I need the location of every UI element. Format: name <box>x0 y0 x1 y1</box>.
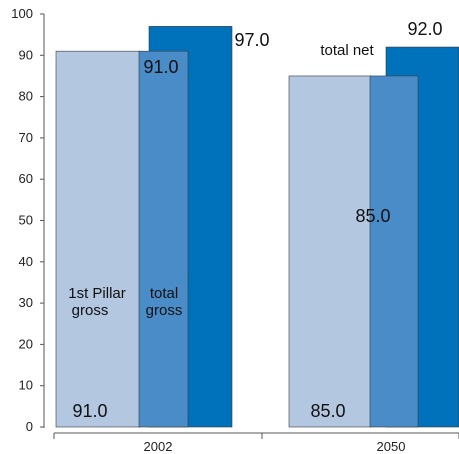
y-tick-label: 70 <box>19 130 33 145</box>
value-label-mid-2050: 85.0 <box>355 206 390 226</box>
value-label-mid-2002: 91.0 <box>143 57 178 77</box>
y-tick-label: 10 <box>19 378 33 393</box>
bar-1st-pillar-gross-2050 <box>288 75 372 428</box>
y-tick-label: 50 <box>19 213 33 228</box>
y-tick-label: 60 <box>19 171 33 186</box>
series-label-first-pillar-line2: gross <box>72 302 109 319</box>
value-label-bottom-2050: 85.0 <box>310 401 345 421</box>
y-tick-label: 30 <box>19 295 33 310</box>
series-label-total-net: total net <box>320 42 374 59</box>
y-tick-label: 40 <box>19 254 33 269</box>
y-tick-label: 0 <box>26 419 33 434</box>
series-label-first-pillar-line1: 1st Pillar <box>68 285 126 302</box>
value-label-top-2002: 97.0 <box>234 30 269 50</box>
y-tick-label: 100 <box>11 6 33 21</box>
bar-total-gross-2002 <box>138 50 189 428</box>
value-label-bottom-2002: 91.0 <box>72 401 107 421</box>
y-tick-label: 80 <box>19 89 33 104</box>
y-tick-label: 90 <box>19 47 33 62</box>
y-axis: 0 10 20 30 40 50 60 70 80 90 100 <box>11 6 45 434</box>
series-label-total-gross-line2: gross <box>146 302 183 319</box>
bar-total-gross-2050 <box>369 75 419 428</box>
x-axis: 2002 2050 <box>53 432 459 454</box>
y-tick-label: 20 <box>19 336 33 351</box>
x-tick-label: 2002 <box>144 439 173 454</box>
value-label-top-2050: 92.0 <box>407 19 442 39</box>
labels-group: 1st Pillar gross total gross total net 9… <box>68 19 442 421</box>
series-label-total-gross-line1: total <box>150 285 178 302</box>
x-tick-label: 2050 <box>377 439 406 454</box>
bars-group <box>55 26 459 428</box>
bar-1st-pillar-gross-2002 <box>55 50 141 428</box>
